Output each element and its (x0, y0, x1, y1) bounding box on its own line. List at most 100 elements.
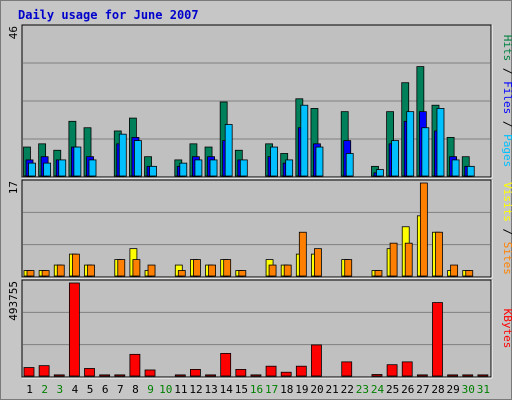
x-tick-label: 10 (159, 383, 172, 396)
x-tick-label: 13 (204, 383, 217, 396)
x-tick-label: 1 (26, 383, 33, 396)
bar-pages-day-25 (391, 140, 399, 177)
bar-pages-day-20 (315, 146, 324, 177)
bar-kbytes-day-29 (447, 374, 459, 377)
legend-entry: KBytes (501, 309, 512, 349)
bar-kbytes-day-11 (174, 374, 186, 377)
bar-sites-day-22 (344, 259, 353, 277)
legend-entry: Sites (501, 242, 512, 275)
bar-kbytes-day-27 (416, 374, 428, 377)
x-tick-label: 5 (87, 383, 94, 396)
bar-pages-day-18 (285, 159, 294, 177)
bar-pages-day-28 (436, 108, 445, 177)
panel-1-legend: Hits / Files / Pages (501, 35, 512, 168)
legend-entry: / (501, 61, 512, 81)
bar-pages-day-22 (345, 153, 354, 177)
x-tick-label: 26 (401, 383, 414, 396)
bar-pages-day-9 (149, 165, 157, 177)
bar-pages-day-30 (466, 165, 475, 177)
panel-3-legend: KBytes (501, 309, 512, 349)
legend-entry: Pages (501, 134, 512, 167)
bar-kbytes-day-9 (144, 369, 156, 377)
bar-sites-day-17 (268, 264, 277, 277)
bar-sites-day-30 (465, 270, 474, 277)
x-tick-label: 8 (132, 383, 139, 396)
bar-kbytes-day-24 (371, 374, 383, 377)
bar-pages-day-11 (179, 162, 188, 177)
bar-pages-day-14 (224, 124, 233, 177)
bar-kbytes-day-19 (295, 365, 307, 377)
bar-pages-day-26 (406, 111, 415, 177)
bar-kbytes-day-3 (53, 374, 65, 377)
bar-sites-day-8 (132, 259, 141, 277)
legend-entry: / (501, 114, 512, 134)
bar-sites-day-27 (419, 182, 428, 277)
x-tick-label: 9 (147, 383, 154, 396)
x-tick-label: 27 (416, 383, 429, 396)
bar-kbytes-day-22 (341, 361, 353, 377)
bar-kbytes-day-4 (68, 282, 80, 377)
bar-pages-day-8 (134, 140, 142, 177)
bar-kbytes-day-14 (220, 352, 232, 377)
bar-kbytes-day-7 (114, 374, 126, 377)
bar-kbytes-day-12 (190, 369, 201, 377)
bar-pages-day-1 (28, 162, 36, 177)
legend-entry: Hits (501, 35, 512, 62)
bar-pages-day-24 (376, 169, 384, 177)
x-tick-label: 30 (462, 383, 475, 396)
bar-sites-day-5 (87, 264, 95, 277)
x-tick-label: 19 (295, 383, 308, 396)
x-tick-label: 14 (220, 383, 234, 396)
bar-pages-day-5 (88, 159, 97, 177)
bar-sites-day-13 (208, 264, 216, 277)
bar-sites-day-18 (283, 264, 292, 277)
bar-kbytes-day-16 (250, 374, 262, 377)
panel-3-plot-area (21, 279, 492, 378)
bar-pages-day-17 (270, 146, 278, 177)
bar-pages-day-4 (73, 146, 82, 177)
legend-entry: / (501, 222, 512, 242)
x-tick-label: 2 (41, 383, 48, 396)
bar-kbytes-day-2 (38, 365, 50, 377)
bar-sites-day-11 (177, 270, 186, 277)
bar-sites-day-4 (71, 253, 80, 277)
x-tick-label: 25 (386, 383, 399, 396)
bar-kbytes-day-13 (205, 374, 216, 377)
bar-pages-day-19 (300, 104, 309, 177)
panel-1-ymax-label: 46 (7, 26, 20, 39)
bar-pages-day-27 (421, 127, 430, 177)
bar-kbytes-day-26 (401, 361, 413, 377)
bar-kbytes-day-25 (386, 364, 398, 377)
bar-kbytes-day-1 (23, 367, 35, 377)
bar-kbytes-day-28 (432, 302, 443, 377)
bar-sites-day-19 (298, 231, 307, 277)
bar-kbytes-day-30 (462, 374, 474, 377)
bar-pages-day-12 (194, 159, 203, 177)
x-tick-label: 24 (371, 383, 385, 396)
chart-title: Daily usage for June 2007 (18, 8, 199, 22)
bar-sites-day-15 (238, 270, 247, 277)
x-tick-label: 3 (57, 383, 64, 396)
x-tick-label: 23 (356, 383, 369, 396)
legend-entry: Files (501, 81, 512, 114)
x-tick-label: 29 (447, 383, 460, 396)
x-tick-label: 22 (341, 383, 354, 396)
bar-pages-day-15 (239, 159, 248, 177)
x-tick-label: 11 (174, 383, 187, 396)
bar-kbytes-day-15 (235, 369, 247, 377)
bar-pages-day-2 (43, 162, 52, 177)
bar-sites-day-26 (404, 242, 413, 277)
bar-sites-day-12 (193, 259, 201, 277)
bar-sites-day-28 (435, 231, 443, 277)
x-tick-label: 4 (72, 383, 79, 396)
x-tick-label: 17 (265, 383, 278, 396)
x-tick-label: 20 (310, 383, 323, 396)
x-tick-label: 28 (431, 383, 444, 396)
x-tick-label: 21 (326, 383, 339, 396)
x-tick-label: 18 (280, 383, 293, 396)
bar-sites-day-9 (147, 264, 156, 277)
bar-kbytes-day-31 (477, 374, 489, 377)
bar-sites-day-24 (374, 270, 383, 277)
bar-kbytes-day-6 (99, 374, 111, 377)
